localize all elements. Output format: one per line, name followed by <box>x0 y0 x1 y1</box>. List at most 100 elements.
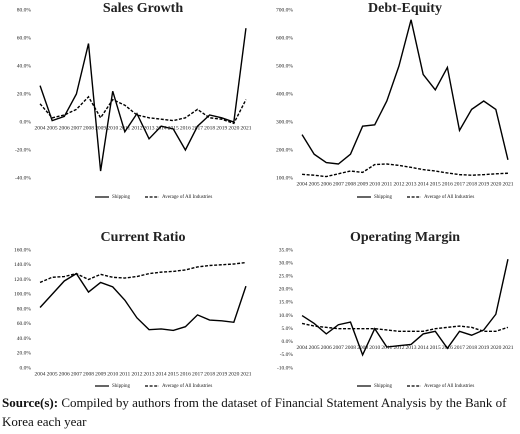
x-tick-label: 2005 <box>309 181 320 187</box>
y-tick-label: 0.0% <box>20 119 32 125</box>
x-tick-label: 2017 <box>454 181 465 187</box>
y-tick-label: 20.0% <box>279 287 294 293</box>
y-tick-label: 100.0% <box>14 292 31 298</box>
x-tick-label: 2014 <box>418 345 429 351</box>
x-tick-label: 2020 <box>490 181 501 187</box>
y-tick-label: -10.0% <box>277 365 293 371</box>
y-tick-label: 100.0% <box>276 175 293 181</box>
x-tick-label: 2014 <box>156 371 167 377</box>
legend-label: Shipping <box>374 195 393 200</box>
x-tick-label: 2009 <box>357 181 368 187</box>
y-tick-label: 60.0% <box>17 321 32 327</box>
x-tick-label: 2016 <box>180 125 191 131</box>
y-tick-label: 160.0% <box>14 247 31 253</box>
x-tick-label: 2005 <box>309 345 320 351</box>
x-tick-label: 2018 <box>466 181 477 187</box>
x-tick-label: 2006 <box>59 125 70 131</box>
series-line <box>39 261 247 284</box>
x-tick-label: 2013 <box>406 345 417 351</box>
x-tick-label: 2013 <box>144 371 155 377</box>
x-tick-label: 2018 <box>204 125 215 131</box>
x-tick-label: 2006 <box>321 345 332 351</box>
x-tick-label: 2010 <box>107 125 118 131</box>
x-tick-label: 2019 <box>216 125 227 131</box>
x-tick-label: 2012 <box>131 125 142 131</box>
y-tick-label: 0.0% <box>20 365 32 371</box>
y-tick-label: 20.0% <box>17 91 32 97</box>
x-tick-label: 2013 <box>406 181 417 187</box>
series-line <box>301 19 509 165</box>
source-label: Source(s): <box>2 395 59 410</box>
y-tick-label: 40.0% <box>17 63 32 69</box>
x-tick-label: 2019 <box>478 181 489 187</box>
y-tick-label: 35.0% <box>279 247 294 253</box>
x-tick-label: 2009 <box>95 125 106 131</box>
x-tick-label: 2005 <box>47 125 58 131</box>
x-tick-label: 2010 <box>369 345 380 351</box>
y-tick-label: 120.0% <box>14 277 31 283</box>
x-tick-label: 2021 <box>502 345 513 351</box>
x-tick-label: 2009 <box>357 345 368 351</box>
x-tick-label: 2017 <box>192 371 203 377</box>
y-tick-label: 30.0% <box>279 260 294 266</box>
y-tick-label: 700.0% <box>276 7 293 13</box>
chart-title: Operating Margin <box>350 230 460 245</box>
source-note: Source(s): Compiled by authors from the … <box>2 393 518 431</box>
x-tick-label: 2005 <box>47 371 58 377</box>
series-line <box>301 259 509 357</box>
x-tick-label: 2007 <box>333 181 344 187</box>
x-tick-label: 2004 <box>35 371 46 377</box>
x-tick-label: 2011 <box>119 371 130 377</box>
x-tick-label: 2013 <box>144 125 155 131</box>
x-tick-label: 2021 <box>240 125 251 131</box>
chart-title: Debt-Equity <box>368 1 442 16</box>
source-text: Compiled by authors from the dataset of … <box>2 395 507 429</box>
legend-label: Average of All Industries <box>424 384 474 389</box>
x-tick-label: 2008 <box>83 125 94 131</box>
legend-label: Average of All Industries <box>162 384 212 389</box>
x-tick-label: 2019 <box>216 371 227 377</box>
x-tick-label: 2017 <box>192 125 203 131</box>
x-tick-label: 2007 <box>71 371 82 377</box>
y-tick-label: 500.0% <box>276 63 293 69</box>
x-tick-label: 2010 <box>369 181 380 187</box>
series-line <box>39 28 247 172</box>
x-tick-label: 2011 <box>381 181 392 187</box>
y-tick-label: -20.0% <box>15 147 31 153</box>
x-tick-label: 2012 <box>393 345 404 351</box>
x-tick-label: 2011 <box>119 125 130 131</box>
chart-title: Sales Growth <box>103 1 183 16</box>
x-tick-label: 2010 <box>107 371 118 377</box>
x-tick-label: 2018 <box>466 345 477 351</box>
y-tick-label: 60.0% <box>17 35 32 41</box>
x-tick-label: 2012 <box>393 181 404 187</box>
x-tick-label: 2008 <box>83 371 94 377</box>
x-tick-label: 2021 <box>502 181 513 187</box>
x-tick-label: 2007 <box>71 125 82 131</box>
y-tick-label: 40.0% <box>17 336 32 342</box>
x-tick-label: 2009 <box>95 371 106 377</box>
x-tick-label: 2004 <box>297 345 308 351</box>
x-tick-label: 2007 <box>333 345 344 351</box>
y-tick-label: 300.0% <box>276 119 293 125</box>
y-tick-label: 200.0% <box>276 147 293 153</box>
y-tick-label: 25.0% <box>279 273 294 279</box>
y-tick-label: 5.0% <box>282 326 294 332</box>
x-tick-label: 2019 <box>478 345 489 351</box>
x-tick-label: 2004 <box>35 125 46 131</box>
charts: Sales Growth -40.0% -20.0% 0.0% 20.0% 40.0% 60… <box>14 1 514 389</box>
y-tick-label: 400.0% <box>276 91 293 97</box>
y-tick-label: 20.0% <box>17 351 32 357</box>
y-tick-label: 15.0% <box>279 300 294 306</box>
x-tick-label: 2008 <box>345 345 356 351</box>
y-tick-label: -5.0% <box>280 352 294 358</box>
y-tick-label: -40.0% <box>15 175 31 181</box>
x-tick-label: 2017 <box>454 345 465 351</box>
x-tick-label: 2012 <box>131 371 142 377</box>
legend-label: Shipping <box>112 384 131 389</box>
x-tick-label: 2020 <box>228 371 239 377</box>
x-tick-label: 2018 <box>204 371 215 377</box>
legend-label: Shipping <box>374 384 393 389</box>
x-tick-label: 2015 <box>430 181 441 187</box>
